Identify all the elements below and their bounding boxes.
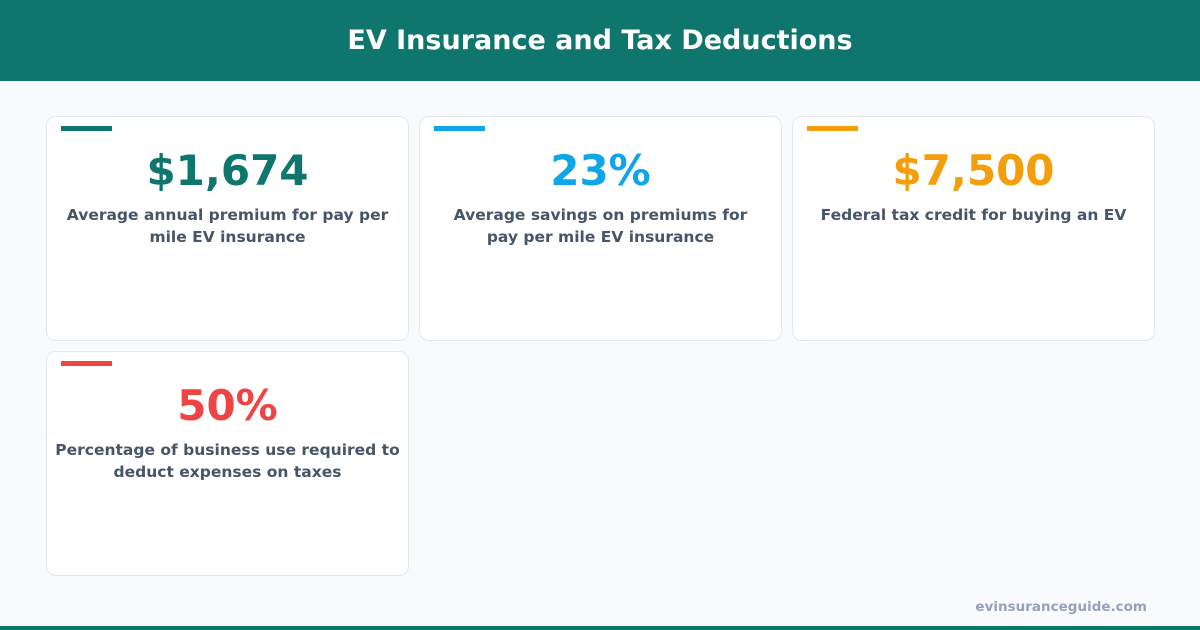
header: EV Insurance and Tax Deductions [0,0,1200,81]
stat-label: Average annual premium for pay per mile … [66,206,389,246]
stat-value: $1,674 [146,146,309,195]
stat-card: $7,500 Federal tax credit for buying an … [792,116,1155,341]
stat-label: Average savings on premiums for pay per … [453,206,748,246]
stat-label: Percentage of business use required to d… [55,441,400,481]
bottom-bar [0,626,1200,630]
stat-label: Federal tax credit for buying an EV [820,206,1127,224]
stat-value: $7,500 [892,146,1055,195]
stat-card: 50% Percentage of business use required … [46,351,409,576]
accent-bar [61,361,112,366]
stat-card: 23% Average savings on premiums for pay … [419,116,782,341]
stat-card: $1,674 Average annual premium for pay pe… [46,116,409,341]
stat-value: 50% [177,381,278,430]
page-title: EV Insurance and Tax Deductions [347,25,853,56]
site-url: evinsuranceguide.com [975,599,1147,615]
stat-value: 23% [550,146,651,195]
accent-bar [807,126,858,131]
accent-bar [61,126,112,131]
accent-bar [434,126,485,131]
